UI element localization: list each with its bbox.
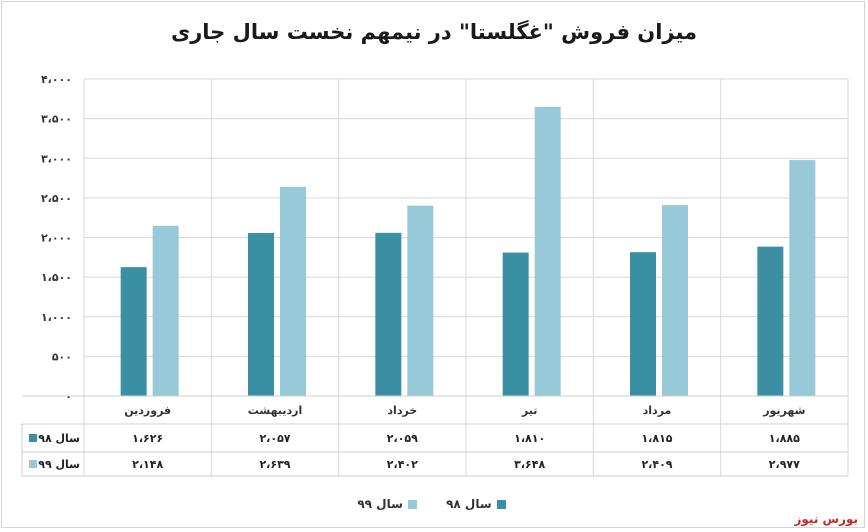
category-label: اردیبهشت	[248, 404, 302, 417]
bar-1	[248, 232, 274, 396]
legend-label: سال ۹۸	[446, 497, 492, 511]
bar-1	[757, 246, 784, 396]
legend-swatch	[496, 499, 506, 509]
category-label: فروردین	[124, 404, 171, 417]
bar-2	[789, 160, 816, 396]
legend-label: سال ۹۹	[357, 497, 403, 511]
table-swatch	[29, 434, 37, 442]
y-tick-label: ۲،۵۰۰	[41, 192, 72, 205]
y-tick-label: ۵۰۰	[52, 350, 72, 363]
legend-item-series-2: سال ۹۹	[357, 497, 422, 511]
y-tick-label: ۳،۵۰۰	[41, 113, 72, 126]
table-cell: ۲،۴۰۲	[387, 458, 418, 471]
bar-1	[375, 232, 402, 396]
bar-1	[120, 267, 147, 396]
category-label: مرداد	[643, 404, 672, 417]
bars	[120, 106, 816, 397]
bar-2	[662, 205, 688, 396]
table-cell: ۲،۹۷۷	[769, 458, 800, 471]
bar-2	[152, 225, 179, 396]
table-row-label: سال ۹۸	[38, 432, 80, 445]
legend-item-series-1: سال ۹۸	[446, 497, 511, 511]
category-label: شهریور	[762, 404, 805, 417]
category-label: تیر	[521, 404, 537, 417]
source-logo: بورس نیوز	[794, 512, 858, 526]
table-cell: ۲،۱۴۸	[132, 458, 163, 471]
chart-title: میزان فروش "غگلستا" در نیمهم نخست سال جا…	[170, 20, 698, 44]
data-table: فروردین اردیبهشت خرداد تیر مرداد شهریور سال ۹۸…	[21, 395, 848, 477]
table-swatch	[29, 460, 37, 468]
table-cell: ۲،۴۰۹	[641, 458, 672, 471]
bar-2	[407, 205, 434, 396]
bar-2	[280, 186, 306, 396]
bar-2	[534, 106, 561, 397]
y-tick-label: ۴،۰۰۰	[41, 73, 72, 86]
table-cell: ۱،۸۸۵	[769, 432, 800, 445]
table-cell: ۱،۸۱۵	[641, 432, 672, 445]
legend-swatch	[407, 499, 417, 509]
table-cell: ۳،۶۴۸	[514, 458, 545, 471]
table-cell: ۲،۰۵۷	[259, 432, 290, 445]
table-cell: ۱،۸۱۰	[514, 432, 545, 445]
y-tick-label: ۲،۰۰۰	[41, 232, 72, 245]
category-label: خرداد	[387, 404, 417, 417]
table-cell: ۲،۶۳۹	[259, 458, 290, 471]
table-cell: ۱،۶۲۶	[132, 432, 163, 445]
legend: سال ۹۹ سال ۹۸	[0, 497, 868, 511]
table-cell: ۲،۰۵۹	[387, 432, 418, 445]
y-tick-label: ۱،۰۰۰	[41, 311, 72, 324]
grid-lines	[83, 78, 849, 476]
y-tick-label: ۳،۰۰۰	[41, 152, 72, 165]
bar-1	[630, 252, 656, 396]
bar-1	[502, 252, 529, 396]
table-row-label: سال ۹۹	[38, 458, 80, 471]
y-tick-label: ۱،۵۰۰	[41, 271, 72, 284]
